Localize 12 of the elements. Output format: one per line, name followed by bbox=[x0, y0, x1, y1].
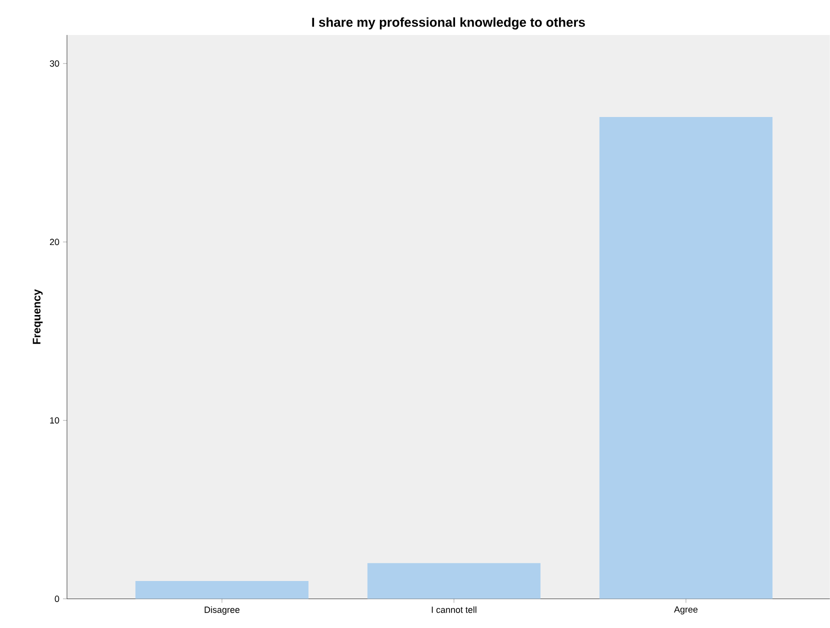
y-tick-label: 0 bbox=[54, 596, 60, 602]
bar bbox=[599, 117, 773, 599]
y-tick-label: 10 bbox=[50, 417, 60, 424]
y-tick-label: 20 bbox=[50, 238, 60, 246]
y-tick-label: 30 bbox=[50, 60, 60, 67]
x-tick-label: Disagree bbox=[204, 606, 240, 615]
y-axis-title: Frequency bbox=[32, 289, 43, 344]
chart-title: I share my professional knowledge to others bbox=[312, 17, 585, 30]
bar bbox=[135, 581, 308, 599]
x-tick-label: Agree bbox=[674, 606, 698, 614]
bar bbox=[367, 563, 541, 599]
x-tick-label: I cannot tell bbox=[432, 606, 476, 614]
